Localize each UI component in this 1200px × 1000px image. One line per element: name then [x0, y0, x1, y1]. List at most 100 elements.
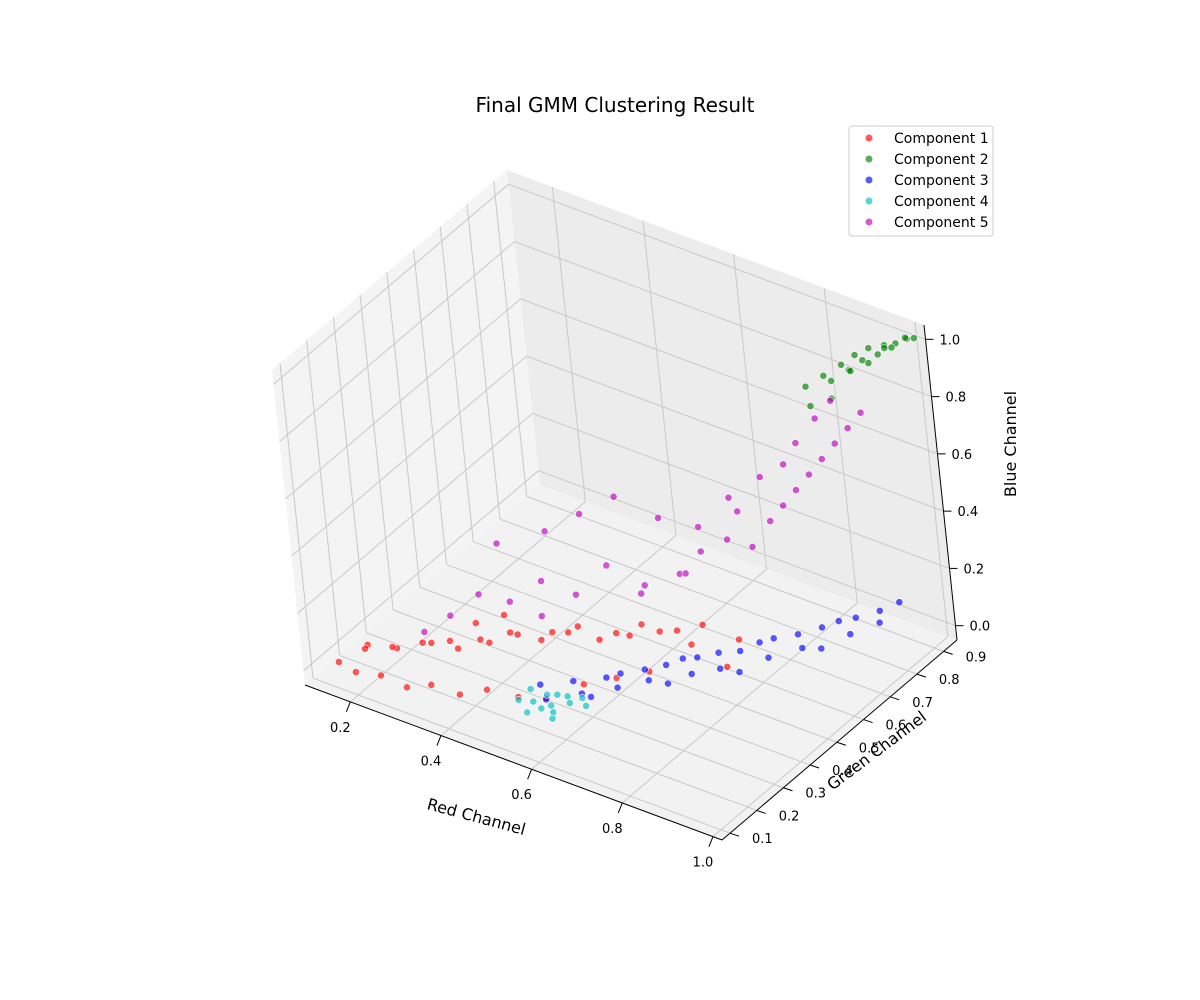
- y-tick-label: 0.2: [779, 810, 800, 825]
- data-point-series-5: [681, 569, 690, 578]
- data-point-series-5: [779, 501, 787, 510]
- grid-line: [273, 183, 509, 385]
- data-point-series-1: [637, 620, 646, 629]
- data-point-series-3: [716, 664, 725, 673]
- grid-line: [621, 602, 858, 804]
- data-point-series-1: [388, 643, 397, 651]
- x-tick-mark: [527, 769, 533, 780]
- data-point-series-3: [616, 669, 625, 678]
- grid-line: [291, 355, 527, 557]
- data-point-series-3: [602, 673, 611, 682]
- y-tick-label: 0.6: [886, 719, 907, 734]
- y-tick-mark: [916, 673, 927, 678]
- data-point-series-3: [714, 648, 723, 657]
- data-point-series-1: [377, 671, 385, 680]
- data-point-series-5: [817, 455, 826, 463]
- x-tick-label: 0.4: [421, 755, 442, 770]
- legend-label: Component 5: [894, 215, 989, 231]
- y-tick-mark: [943, 650, 953, 655]
- data-point-series-1: [446, 637, 454, 645]
- data-point-series-3: [895, 598, 904, 607]
- data-point-series-5: [779, 460, 787, 469]
- y-axis-line: [721, 639, 958, 841]
- data-point-series-5: [602, 561, 611, 570]
- data-point-series-1: [655, 627, 664, 636]
- y-tick-mark: [756, 809, 766, 814]
- grid-line: [392, 609, 811, 766]
- data-point-series-5: [805, 470, 813, 479]
- grid-line: [279, 241, 515, 442]
- data-point-series-1: [485, 638, 494, 647]
- data-point-series-2: [801, 382, 810, 391]
- data-point-series-2: [901, 333, 909, 342]
- grid-line: [446, 564, 864, 721]
- x-axis-line: [304, 684, 723, 841]
- data-point-series-5: [637, 589, 646, 598]
- grid-line: [413, 249, 448, 565]
- grid-line: [551, 186, 586, 502]
- tick-labels: 0.2 0.4 0.6 0.8 1.0 0.1 0.2 0.3 0.4 0.5 0.6 0.7 0.8 0…: [330, 333, 990, 870]
- data-point-series-1: [537, 636, 546, 644]
- z-tick-label: 0.4: [958, 505, 979, 520]
- back-pane: [507, 170, 957, 640]
- legend-marker: [864, 175, 874, 185]
- data-point-series-5: [420, 628, 429, 636]
- grid-lines: [273, 181, 956, 838]
- legend-marker: [864, 133, 874, 143]
- data-point-series-4: [537, 704, 546, 713]
- data-point-series-3: [818, 623, 826, 632]
- data-point-series-3: [613, 683, 622, 692]
- data-point-series-3: [769, 634, 778, 643]
- data-point-series-1: [427, 680, 436, 689]
- legend-marker: [864, 154, 874, 164]
- z-axis-line: [923, 324, 958, 641]
- y-tick-mark: [863, 719, 873, 724]
- data-point-series-4: [529, 697, 538, 706]
- z-tick-label: 0.2: [964, 562, 985, 577]
- data-point-series-5: [843, 424, 852, 433]
- grid-line: [366, 632, 784, 789]
- data-point-series-1: [723, 662, 732, 671]
- y-tick-mark: [890, 696, 900, 701]
- data-point-series-2: [864, 344, 873, 353]
- data-point-series-3: [644, 676, 653, 685]
- legend-box: [848, 125, 994, 237]
- data-point-series-3: [817, 644, 826, 653]
- data-point-series-1: [455, 690, 464, 699]
- data-point-series-3: [687, 670, 696, 678]
- axis-panes: [272, 170, 957, 840]
- data-point-series-5: [537, 577, 545, 585]
- x-tick-label: 0.2: [330, 721, 351, 736]
- data-point-series-1: [564, 628, 573, 637]
- z-tick-label: 0.0: [970, 620, 991, 635]
- data-point-series-5: [640, 581, 649, 590]
- data-point-series-3: [587, 693, 595, 701]
- data-point-series-5: [723, 535, 731, 544]
- data-point-series-1: [625, 631, 634, 640]
- legend-label: Component 4: [894, 194, 989, 210]
- data-point-series-5: [826, 396, 835, 405]
- data-point-series-1: [573, 622, 582, 631]
- x-tick-mark: [345, 701, 351, 713]
- data-point-series-1: [673, 626, 681, 635]
- data-point-series-1: [418, 638, 427, 647]
- data-point-series-5: [830, 439, 839, 448]
- data-point-series-2: [887, 343, 896, 352]
- data-point-series-1: [361, 644, 369, 653]
- y-tick-label: 0.9: [966, 650, 987, 665]
- data-point-series-4: [582, 702, 590, 710]
- data-point-series-1: [483, 685, 491, 694]
- legend-marker: [864, 196, 874, 206]
- axis-lines: [304, 324, 958, 841]
- y-tick-label: 0.3: [805, 787, 826, 802]
- grid-line: [508, 183, 926, 340]
- grid-line: [386, 272, 421, 588]
- grid-line: [339, 654, 757, 811]
- grid-line: [733, 254, 768, 570]
- x-tick-label: 0.6: [511, 788, 532, 803]
- grid-line: [526, 495, 944, 652]
- z-tick-label: 0.6: [952, 448, 973, 463]
- data-point-series-5: [505, 597, 514, 606]
- data-point-series-1: [351, 668, 360, 676]
